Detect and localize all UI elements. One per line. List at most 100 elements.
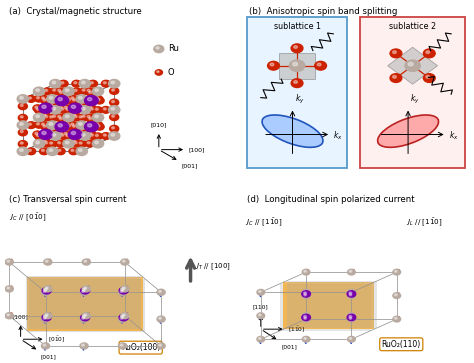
Circle shape (63, 139, 74, 148)
Circle shape (69, 95, 78, 102)
Circle shape (426, 76, 430, 78)
Circle shape (157, 71, 159, 73)
Circle shape (349, 270, 352, 272)
Circle shape (82, 289, 85, 291)
Polygon shape (23, 84, 114, 99)
Circle shape (390, 49, 402, 58)
Circle shape (294, 81, 298, 83)
Circle shape (35, 133, 44, 140)
Polygon shape (287, 281, 377, 328)
Circle shape (36, 89, 39, 91)
Circle shape (64, 133, 73, 140)
Circle shape (87, 89, 90, 91)
Circle shape (109, 125, 118, 132)
Circle shape (69, 122, 78, 129)
Circle shape (39, 148, 49, 155)
Circle shape (93, 95, 102, 102)
Circle shape (43, 290, 46, 292)
Circle shape (58, 115, 61, 118)
Circle shape (95, 97, 104, 104)
Ellipse shape (262, 115, 323, 147)
Circle shape (28, 123, 31, 125)
Circle shape (42, 131, 46, 135)
Circle shape (257, 337, 264, 342)
Circle shape (48, 103, 57, 110)
Circle shape (73, 125, 75, 127)
Circle shape (120, 317, 123, 319)
Circle shape (63, 113, 74, 122)
Circle shape (42, 123, 45, 125)
Circle shape (59, 91, 62, 93)
Circle shape (39, 103, 53, 113)
Circle shape (50, 106, 61, 114)
Circle shape (41, 316, 50, 322)
Circle shape (71, 97, 74, 99)
Circle shape (42, 314, 51, 321)
Circle shape (97, 99, 100, 101)
Circle shape (426, 51, 430, 54)
Text: $k_x$: $k_x$ (333, 130, 343, 142)
Circle shape (393, 269, 401, 275)
Circle shape (95, 141, 99, 144)
Circle shape (61, 134, 64, 136)
Circle shape (111, 81, 115, 84)
Circle shape (92, 139, 104, 148)
Circle shape (82, 344, 84, 346)
Circle shape (76, 121, 87, 129)
Circle shape (28, 149, 31, 151)
Circle shape (46, 314, 48, 316)
Circle shape (89, 106, 91, 108)
Circle shape (84, 287, 87, 289)
Circle shape (259, 338, 261, 339)
Circle shape (97, 125, 100, 127)
Circle shape (58, 142, 61, 144)
Circle shape (347, 314, 356, 321)
Circle shape (79, 132, 91, 140)
Circle shape (405, 60, 420, 72)
Circle shape (302, 269, 310, 275)
Circle shape (95, 123, 98, 125)
Circle shape (82, 107, 85, 110)
Circle shape (85, 88, 94, 95)
Circle shape (347, 316, 356, 322)
Text: $k_y$: $k_y$ (410, 93, 420, 106)
Circle shape (43, 99, 46, 101)
Circle shape (46, 95, 58, 103)
Circle shape (57, 131, 66, 138)
Circle shape (84, 122, 98, 132)
Circle shape (82, 115, 85, 117)
Circle shape (82, 81, 85, 84)
Circle shape (109, 79, 120, 88)
Circle shape (74, 89, 77, 91)
Circle shape (49, 131, 58, 138)
Circle shape (36, 123, 39, 125)
Circle shape (87, 131, 96, 138)
Circle shape (118, 289, 127, 295)
Circle shape (347, 269, 356, 275)
Circle shape (51, 125, 54, 127)
Circle shape (268, 61, 279, 70)
Circle shape (53, 89, 55, 91)
Circle shape (291, 44, 303, 53)
Circle shape (347, 337, 356, 342)
Circle shape (347, 293, 356, 298)
Circle shape (42, 105, 46, 109)
Circle shape (57, 90, 66, 97)
Circle shape (63, 87, 74, 95)
Circle shape (65, 89, 69, 91)
Circle shape (302, 289, 310, 295)
Circle shape (347, 291, 356, 297)
Circle shape (79, 79, 91, 88)
Circle shape (302, 293, 310, 298)
Circle shape (392, 76, 396, 78)
Circle shape (92, 113, 104, 122)
Circle shape (55, 122, 69, 132)
Circle shape (121, 286, 129, 292)
Circle shape (49, 97, 53, 99)
Text: Ru: Ru (168, 44, 179, 53)
Circle shape (82, 259, 91, 265)
Circle shape (17, 147, 28, 155)
Circle shape (17, 121, 28, 129)
Circle shape (82, 101, 85, 103)
Circle shape (48, 114, 57, 121)
